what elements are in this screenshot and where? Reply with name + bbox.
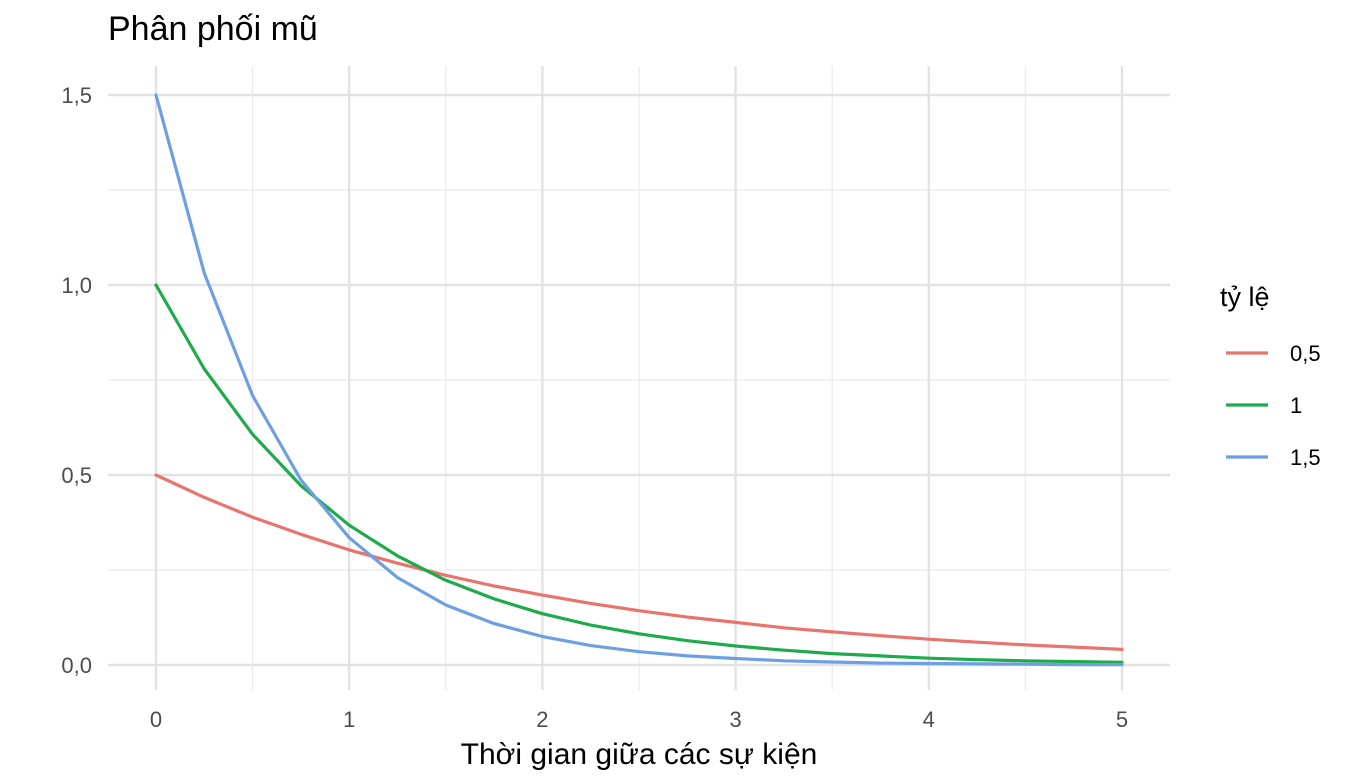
x-axis: 0 1 2 3 4 5 bbox=[150, 707, 1128, 732]
x-tick-label: 2 bbox=[536, 707, 548, 732]
y-tick-label: 1,0 bbox=[61, 273, 92, 298]
grid bbox=[108, 66, 1170, 690]
legend-label: 1 bbox=[1290, 393, 1302, 418]
x-tick-label: 5 bbox=[1116, 707, 1128, 732]
series-lines bbox=[154, 93, 1124, 667]
x-axis-title: Thời gian giữa các sự kiện bbox=[461, 738, 818, 771]
y-axis: 0,0 0,5 1,0 1,5 bbox=[61, 83, 92, 678]
y-tick-label: 0,5 bbox=[61, 463, 92, 488]
legend-label: 0,5 bbox=[1290, 341, 1321, 366]
x-tick-label: 1 bbox=[343, 707, 355, 732]
series-line-1-5 bbox=[154, 93, 1124, 667]
x-tick-label: 0 bbox=[150, 707, 162, 732]
legend: tỷ lệ 0,5 1 1,5 bbox=[1220, 282, 1321, 470]
x-tick-label: 3 bbox=[729, 707, 741, 732]
x-tick-label: 4 bbox=[923, 707, 935, 732]
legend-label: 1,5 bbox=[1290, 445, 1321, 470]
series-line-0-5 bbox=[154, 473, 1124, 652]
y-tick-label: 0,0 bbox=[61, 653, 92, 678]
y-tick-label: 1,5 bbox=[61, 83, 92, 108]
legend-title: tỷ lệ bbox=[1220, 282, 1270, 312]
chart-title: Phân phối mũ bbox=[108, 10, 318, 48]
